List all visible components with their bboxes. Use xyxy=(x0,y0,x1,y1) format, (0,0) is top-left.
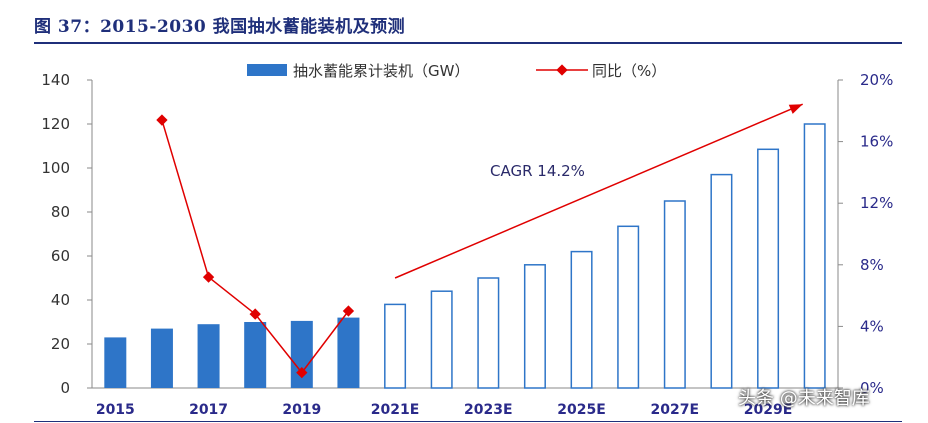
x-tick-label: 2029E xyxy=(744,402,793,418)
left-tick-label: 20 xyxy=(51,335,70,353)
cagr-arrow-head xyxy=(788,104,803,114)
bar-forecast xyxy=(803,123,826,389)
left-tick-label: 80 xyxy=(51,203,70,221)
growth-marker xyxy=(296,366,308,379)
left-tick-label: 40 xyxy=(51,291,70,309)
legend-label-line: 同比（%） xyxy=(592,62,666,80)
legend-label-bars: 抽水蓄能累计装机（GW） xyxy=(293,62,469,80)
x-tick-label: 2025E xyxy=(557,402,606,418)
right-tick-label: 4% xyxy=(860,317,884,335)
bar-forecast xyxy=(523,264,546,389)
x-tick-label: 2027E xyxy=(651,402,700,418)
bar-forecast xyxy=(757,148,780,389)
x-tick-label: 2019 xyxy=(282,402,321,418)
bar-series xyxy=(104,123,826,389)
bar-forecast xyxy=(663,200,686,389)
left-tick-label: 100 xyxy=(41,159,70,177)
cagr-label: CAGR 14.2% xyxy=(490,162,585,180)
figure-title: 图 37：2015-2030 我国抽水蓄能装机及预测 xyxy=(34,17,406,37)
left-tick-label: 120 xyxy=(41,115,70,133)
bar-actual xyxy=(104,337,127,388)
x-tick-label: 2021E xyxy=(371,402,420,418)
legend: 抽水蓄能累计装机（GW） 同比（%） xyxy=(247,62,666,80)
bar-actual xyxy=(150,328,173,388)
left-tick-label: 0 xyxy=(60,379,70,397)
bottom-rule xyxy=(34,421,902,422)
right-tick-label: 20% xyxy=(860,71,893,89)
growth-marker xyxy=(249,308,261,320)
growth-marker xyxy=(156,114,168,126)
bar-forecast xyxy=(384,303,407,389)
legend-swatch-bars xyxy=(247,64,287,76)
bar-forecast xyxy=(430,290,453,389)
cagr-annotation: CAGR 14.2% xyxy=(394,103,803,279)
left-tick-label: 60 xyxy=(51,247,70,265)
title-rule xyxy=(34,42,902,44)
right-tick-label: 0% xyxy=(860,379,884,397)
watermark: 头条 @未来智库 xyxy=(738,388,870,409)
bar-forecast xyxy=(477,277,500,389)
x-tick-label: 2017 xyxy=(189,402,228,418)
axis-labels: 0 20 40 60 80 100 120 140 0% 4% 8% 12% 16% 20% 2015 201… xyxy=(41,71,893,418)
bar-actual xyxy=(244,322,267,388)
bar-actual xyxy=(337,317,360,388)
bar-forecast xyxy=(710,173,733,389)
bar-actual xyxy=(197,324,220,388)
bar-actual xyxy=(290,320,313,388)
x-tick-label: 2023E xyxy=(464,402,513,418)
bar-forecast xyxy=(570,250,593,389)
legend-swatch-marker xyxy=(556,64,568,76)
growth-marker xyxy=(342,305,355,317)
cagr-arrow-line xyxy=(394,103,803,279)
left-tick-label: 140 xyxy=(41,71,70,89)
right-tick-label: 16% xyxy=(860,133,893,151)
right-tick-label: 12% xyxy=(860,194,893,212)
growth-marker xyxy=(202,271,215,283)
x-tick-label: 2015 xyxy=(96,402,135,418)
bar-forecast xyxy=(617,225,640,389)
right-tick-label: 8% xyxy=(860,256,884,274)
